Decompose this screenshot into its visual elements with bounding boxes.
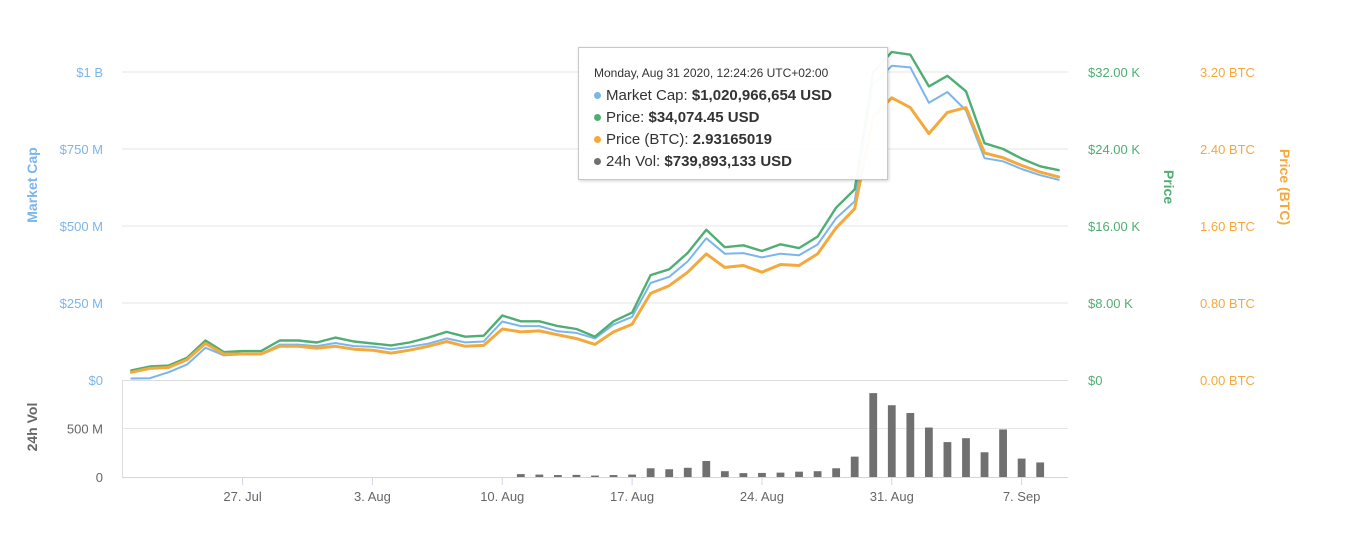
x-tick-label: 24. Aug <box>740 489 784 504</box>
market-cap-tick-label: $250 M <box>60 296 103 311</box>
tooltip-row-volume: 24h Vol: $739,893,133 USD <box>594 151 887 173</box>
volume-bar <box>813 471 822 477</box>
volume-bar <box>720 471 729 477</box>
x-tick-label: 3. Aug <box>354 489 391 504</box>
volume-bar <box>665 469 674 477</box>
volume-bar <box>980 452 989 477</box>
volume-bar <box>962 438 970 477</box>
volume-bar <box>516 474 525 477</box>
tooltip-row-price-btc: Price (BTC): 2.93165019 <box>594 129 887 151</box>
volume-tick-label: 500 M <box>67 422 103 437</box>
volume-bar <box>1017 458 1026 477</box>
volume-bar <box>869 393 878 477</box>
volume-bar <box>702 460 711 477</box>
chart-tooltip: Monday, Aug 31 2020, 12:24:26 UTC+02:00 … <box>578 47 888 180</box>
market-cap-tick-label: $500 M <box>60 219 103 234</box>
price-tick-label: $16.00 K <box>1088 219 1140 234</box>
volume-tick-label: 0 <box>96 470 103 485</box>
market-cap-tick-label: $750 M <box>60 142 103 157</box>
market-cap-tick-label: $1 B <box>76 65 103 80</box>
volume-dot-icon <box>594 157 601 165</box>
volume-bar <box>887 405 896 477</box>
volume-bar <box>795 471 803 477</box>
price-tick-label: $0 <box>1088 373 1102 388</box>
price-btc-tick-label: 0.80 BTC <box>1200 296 1255 311</box>
price-btc-tick-label: 0.00 BTC <box>1200 373 1255 388</box>
x-tick-label: 17. Aug <box>610 489 654 504</box>
volume-bar <box>832 468 841 477</box>
volume-bar <box>628 474 636 477</box>
volume-bar <box>924 427 933 477</box>
price-btc-line <box>129 96 1061 374</box>
price-tick-label: $24.00 K <box>1088 142 1140 157</box>
price-dot-icon <box>594 113 601 121</box>
tooltip-row-price: Price: $34,074.45 USD <box>594 107 887 129</box>
price-btc-tick-label: 2.40 BTC <box>1200 142 1255 157</box>
tooltip-value: $1,020,966,654 USD <box>691 87 832 104</box>
price-btc-dot-icon <box>594 135 601 143</box>
tooltip-label: Price (BTC): <box>606 131 693 148</box>
volume-bar <box>943 442 952 477</box>
market-cap-axis-title: Market Cap <box>24 147 40 222</box>
volume-bar <box>554 475 562 477</box>
tooltip-label: Price: <box>606 109 649 126</box>
tooltip-value: $34,074.45 USD <box>648 109 760 126</box>
volume-axis-title: 24h Vol <box>24 403 40 452</box>
volume-bar <box>609 475 618 477</box>
tooltip-label: 24h Vol: <box>606 153 665 170</box>
price-tick-label: $8.00 K <box>1088 296 1133 311</box>
volume-bar <box>572 474 581 477</box>
tooltip-row-market-cap: Market Cap: $1,020,966,654 USD <box>594 85 887 107</box>
volume-bar <box>683 467 692 477</box>
market-cap-tick-label: $0 <box>89 373 103 388</box>
volume-bar <box>906 412 915 477</box>
x-tick-label: 10. Aug <box>480 489 524 504</box>
tooltip-date: Monday, Aug 31 2020, 12:24:26 UTC+02:00 <box>594 66 829 80</box>
volume-bar <box>850 456 859 477</box>
x-tick-label: 27. Jul <box>223 489 261 504</box>
tooltip-value: 2.93165019 <box>692 131 772 148</box>
volume-bar <box>776 472 785 477</box>
volume-bar <box>758 472 766 477</box>
price-btc-tick-label: 1.60 BTC <box>1200 219 1255 234</box>
price-btc-axis-title: Price (BTC) <box>1277 149 1293 225</box>
volume-bar <box>739 473 748 477</box>
volume-bar <box>999 429 1007 477</box>
tooltip-label: Market Cap: <box>606 87 692 104</box>
x-tick-label: 7. Sep <box>1003 489 1041 504</box>
price-axis-title: Price <box>1161 170 1177 204</box>
market-cap-line <box>130 64 1060 380</box>
x-tick-label: 31. Aug <box>870 489 914 504</box>
volume-bar <box>646 468 655 477</box>
price-tick-label: $32.00 K <box>1088 65 1140 80</box>
market-cap-dot-icon <box>594 91 601 99</box>
tooltip-value: $739,893,133 USD <box>664 153 792 170</box>
volume-bar <box>591 475 599 477</box>
volume-bar <box>1036 462 1045 477</box>
volume-bar <box>535 474 544 477</box>
price-line <box>130 50 1060 372</box>
price-btc-tick-label: 3.20 BTC <box>1200 65 1255 80</box>
